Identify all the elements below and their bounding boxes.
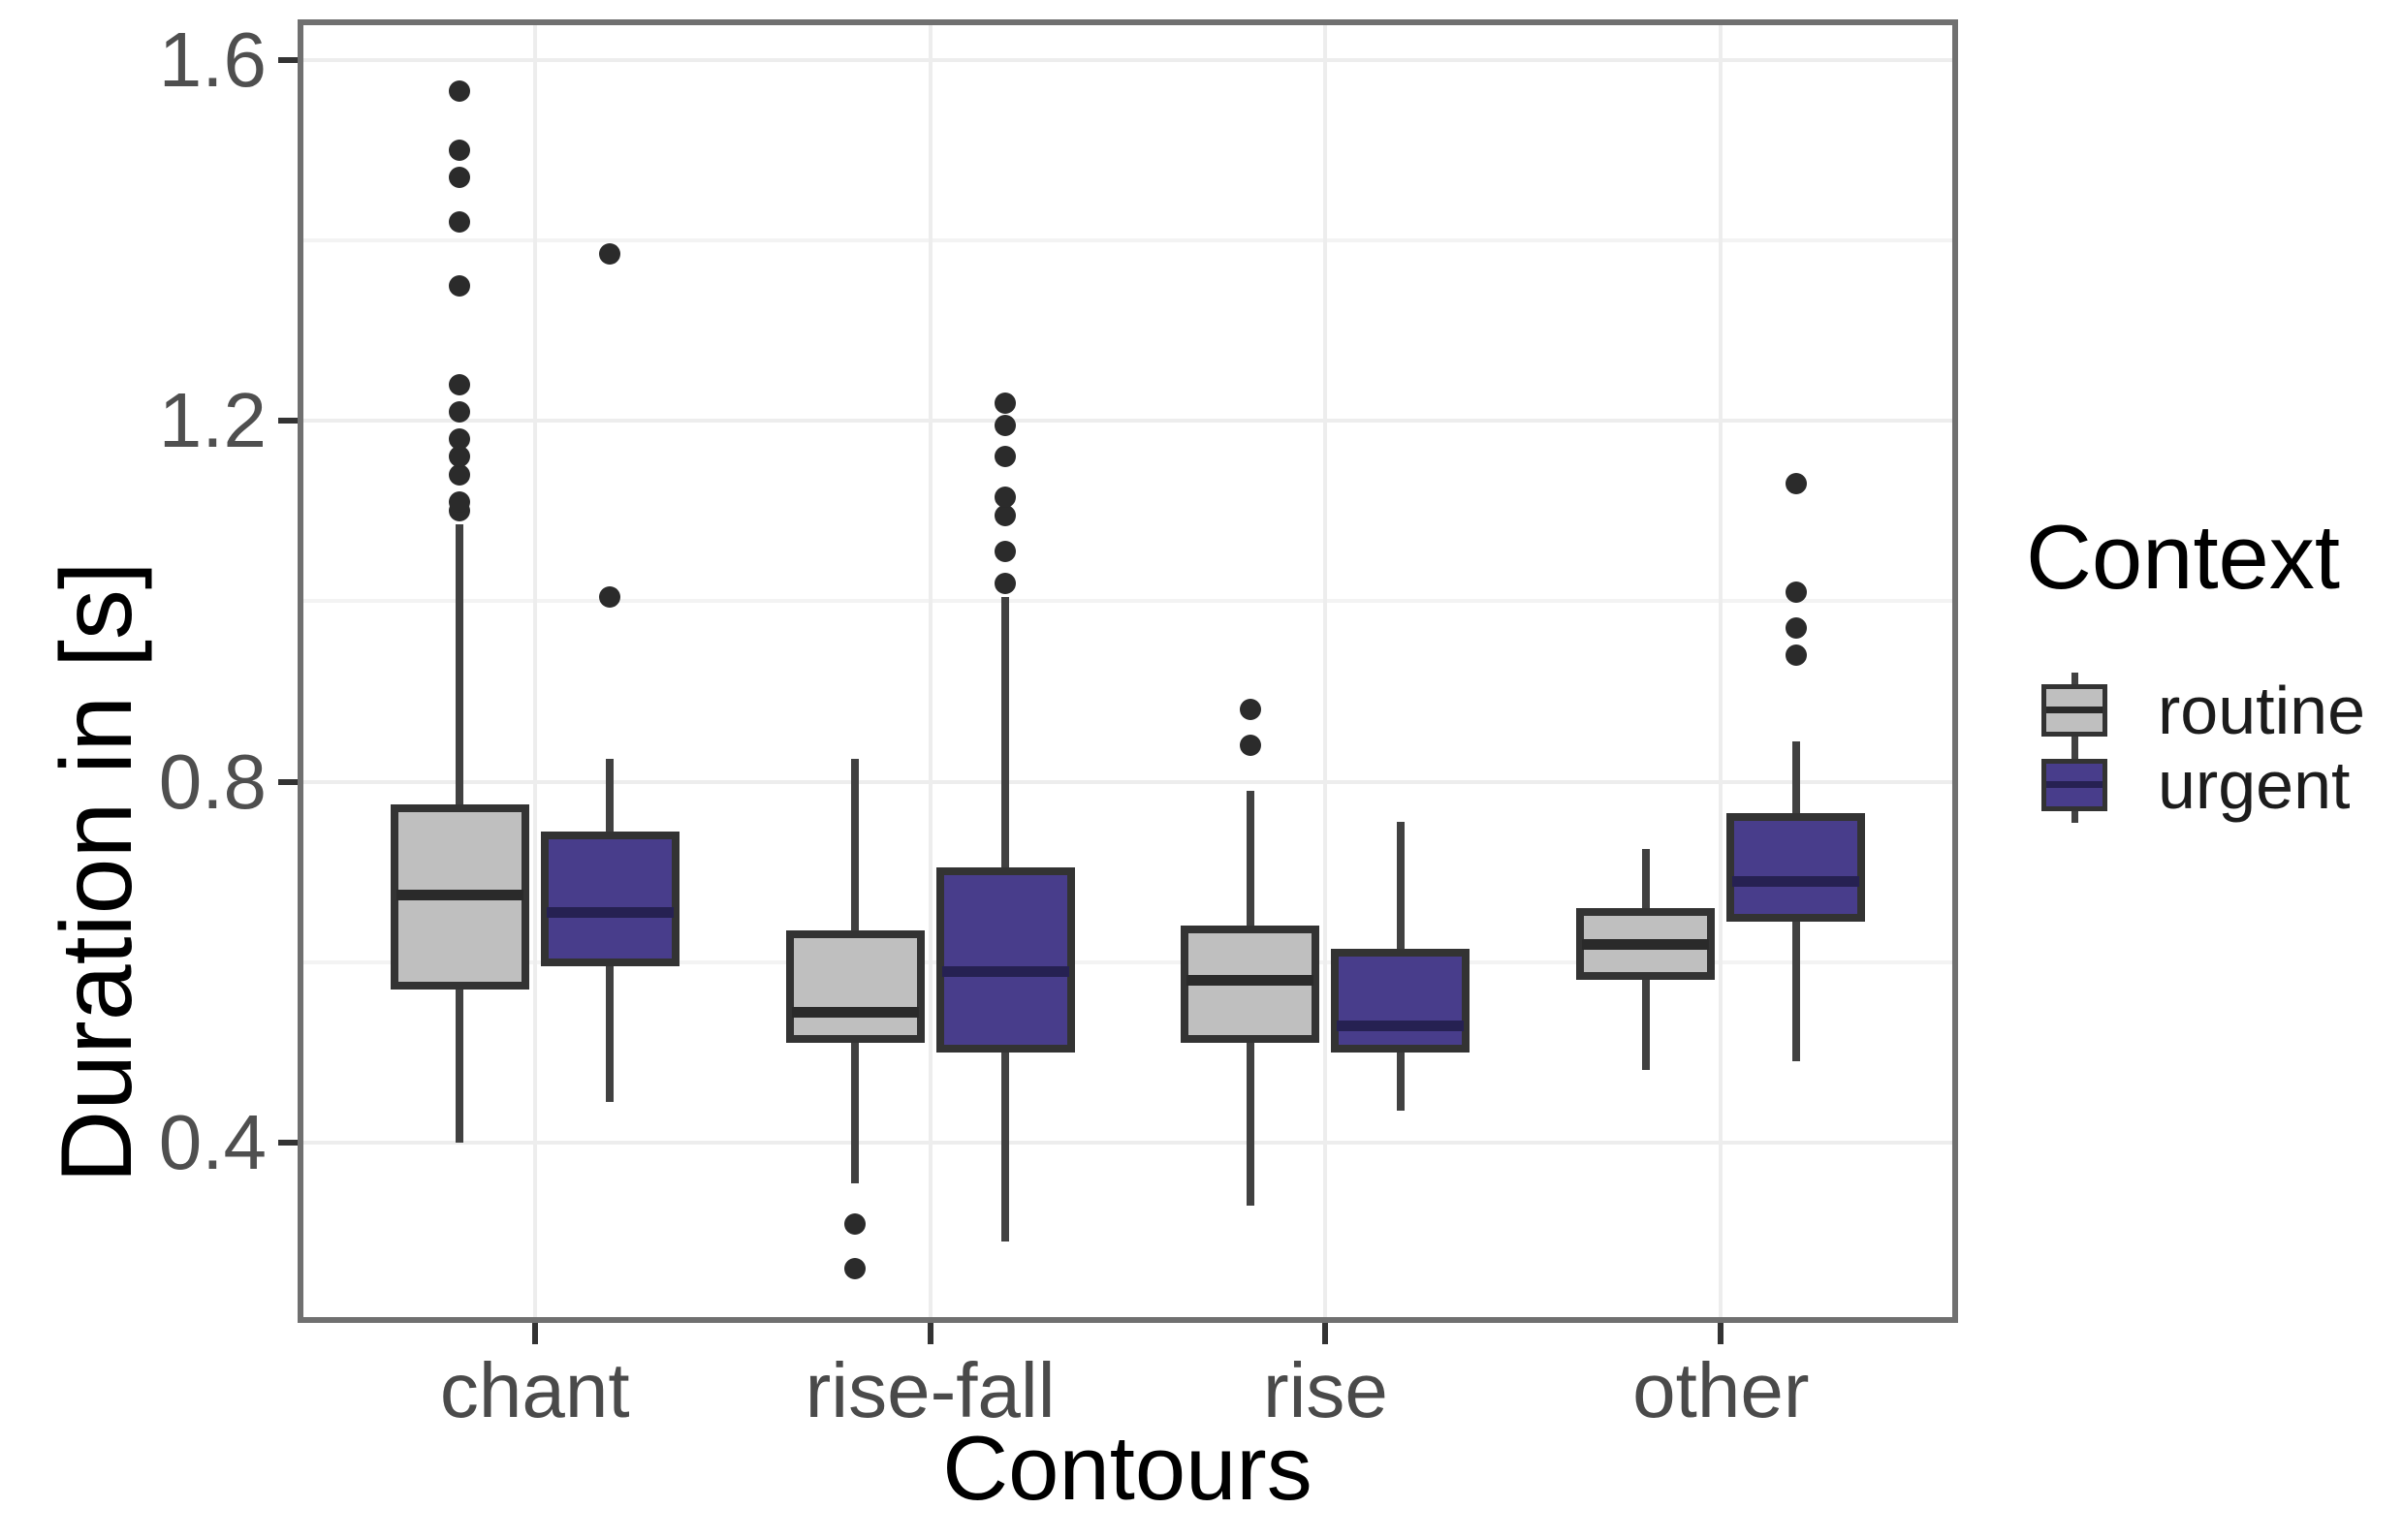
gridline-vertical [928,19,933,1323]
legend-item-routine: routine [2041,672,2365,749]
gridline-vertical [532,19,537,1323]
y-axis-tick [278,418,298,424]
outlier-dot [1785,617,1807,640]
median-routine-rise [1186,975,1314,987]
key-median-line [2046,781,2103,788]
median-routine-chant [395,889,523,900]
outlier-dot [449,446,471,468]
y-tick-label: 1.6 [158,16,267,103]
box-urgent-chant [540,831,680,967]
outlier-dot [995,541,1017,563]
key-median-line [2046,707,2103,713]
legend-item-urgent: urgent [2041,746,2350,824]
gridline-minor [298,959,1958,964]
x-axis-tick [1322,1323,1329,1344]
outlier-dot [1239,735,1261,757]
outlier-dot [995,414,1017,436]
y-axis-tick [278,778,298,785]
x-tick-label-rise: rise [1262,1347,1388,1433]
boxplot-key-icon-routine [2041,673,2107,748]
median-routine-other [1582,939,1710,951]
outlier-dot [449,490,471,513]
box-urgent-other [1726,813,1866,922]
gridline-major [298,1140,1958,1145]
panel-border [298,19,1958,1323]
outlier-dot [449,373,471,395]
outlier-dot [449,400,471,423]
outlier-dot [995,446,1017,468]
outlier-dot [1785,581,1807,604]
outlier-dot [449,166,471,188]
median-urgent-other [1732,875,1860,887]
outlier-dot [1785,473,1807,495]
outlier-dot [449,427,471,450]
y-axis-tick [278,1139,298,1146]
median-urgent-rise [1337,1020,1465,1031]
outlier-dot [449,80,471,103]
y-tick-label: 1.2 [158,377,267,464]
outlier-dot [995,487,1017,509]
box-urgent-rise [1331,948,1470,1053]
outlier-dot [449,211,471,234]
gridline-minor [298,238,1958,243]
x-axis-tick [531,1323,538,1344]
x-tick-label-rise-fall: rise-fall [805,1347,1056,1433]
outlier-dot [449,464,471,487]
y-tick-label: 0.8 [158,738,267,825]
outlier-dot [844,1212,867,1235]
legend-label-routine: routine [2158,673,2366,748]
outlier-dot [449,139,471,161]
gridline-major [298,779,1958,784]
outlier-dot [844,1258,867,1280]
gridline-major [298,57,1958,62]
box-urgent-rise-fall [935,866,1075,1053]
median-urgent-chant [546,907,674,919]
outlier-dot [995,392,1017,414]
median-routine-rise-fall [791,1006,919,1018]
outlier-dot [599,585,621,608]
outlier-dot [599,243,621,265]
outlier-dot [1239,699,1261,721]
boxplot-key-icon-urgent [2041,747,2107,823]
legend-label-urgent: urgent [2158,747,2351,823]
x-axis-tick [1718,1323,1724,1344]
box-routine-rise-fall [785,930,925,1044]
y-axis-title: Duration in [s] [41,561,153,1183]
outlier-dot [449,274,471,297]
outlier-dot [995,572,1017,594]
key-box [2041,684,2107,737]
key-box [2041,759,2107,811]
gridline-minor [298,599,1958,604]
outlier-dot [1785,644,1807,667]
outlier-dot [995,504,1017,526]
x-tick-label-other: other [1632,1347,1810,1433]
legend-title: Context [2026,506,2340,608]
x-axis-tick [927,1323,933,1344]
x-axis-title: Contours [942,1417,1312,1519]
gridline-vertical [1719,19,1723,1323]
y-axis-tick [278,56,298,63]
gridline-major [298,419,1958,424]
y-tick-label: 0.4 [158,1098,267,1185]
gridline-vertical [1323,19,1328,1323]
median-urgent-rise-fall [941,965,1069,977]
x-tick-label-chant: chant [439,1347,630,1433]
